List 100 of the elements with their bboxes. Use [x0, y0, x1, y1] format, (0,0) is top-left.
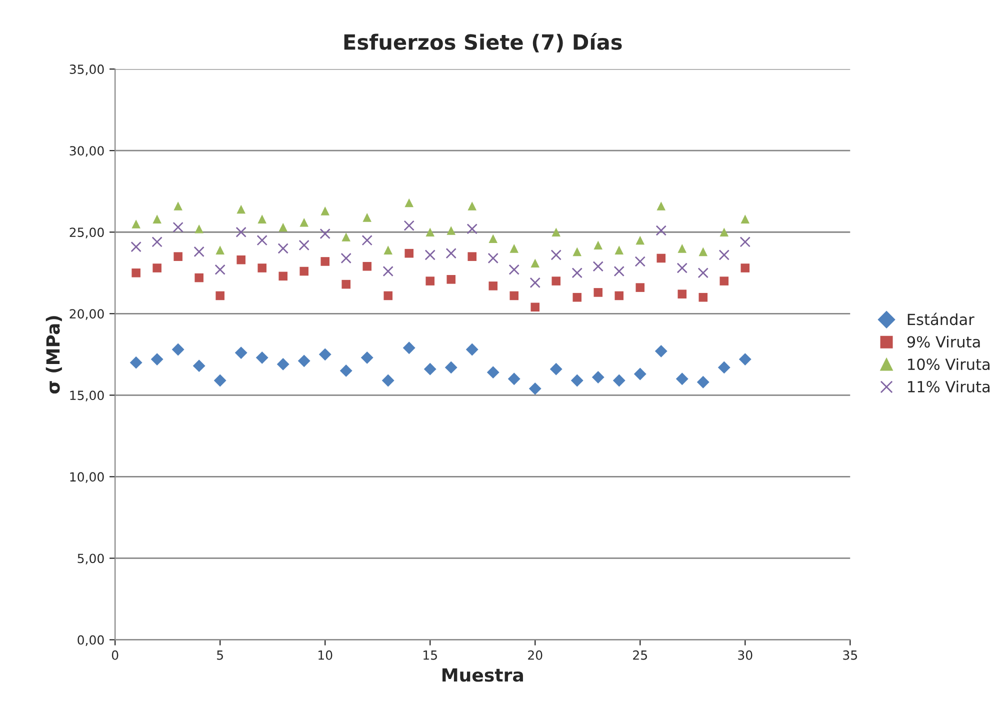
x-tick-label: 20	[528, 650, 542, 660]
point	[698, 247, 708, 256]
point	[382, 266, 394, 277]
point	[718, 361, 730, 374]
point	[150, 353, 164, 366]
point	[740, 236, 750, 248]
y-tick-label: 5,00	[78, 554, 104, 564]
legend-label: 11% Viruta	[908, 380, 990, 392]
point	[234, 346, 248, 359]
point	[612, 374, 626, 387]
point	[404, 248, 414, 258]
point	[276, 358, 290, 370]
point	[236, 255, 246, 264]
point	[676, 372, 688, 386]
point	[720, 228, 729, 237]
point	[572, 268, 582, 278]
point	[488, 252, 498, 264]
point	[360, 351, 374, 364]
point	[528, 382, 542, 395]
point	[362, 234, 372, 246]
point	[256, 351, 268, 364]
point	[634, 256, 646, 267]
point	[194, 224, 204, 234]
point	[174, 202, 182, 210]
point	[468, 252, 476, 261]
point	[152, 264, 162, 272]
point	[132, 268, 140, 278]
point	[256, 234, 268, 246]
point	[404, 220, 414, 231]
point	[318, 348, 332, 361]
point	[444, 361, 458, 374]
point	[614, 246, 624, 254]
point	[152, 214, 162, 224]
point	[656, 225, 666, 236]
point	[508, 264, 520, 275]
point	[466, 224, 478, 234]
point	[592, 261, 604, 272]
point	[404, 198, 414, 208]
point	[424, 250, 436, 260]
x-tick-label: 15	[424, 650, 437, 660]
point	[152, 236, 162, 248]
point	[214, 374, 226, 387]
point	[696, 376, 710, 388]
point	[592, 371, 604, 384]
point	[718, 250, 730, 260]
point	[570, 374, 584, 387]
y-tick-label: 25,00	[70, 228, 104, 238]
point	[342, 232, 350, 242]
point	[446, 226, 456, 235]
point	[130, 241, 142, 252]
point	[530, 277, 540, 288]
y-tick-label: 20,00	[70, 309, 104, 320]
point	[698, 292, 708, 302]
point	[236, 204, 246, 214]
point	[258, 264, 266, 272]
point	[382, 374, 394, 387]
point	[340, 252, 352, 264]
point	[720, 276, 729, 286]
point	[258, 214, 266, 224]
point	[636, 283, 645, 292]
point	[424, 362, 436, 376]
point	[698, 268, 708, 278]
point	[278, 272, 288, 281]
x-tick-label: 35	[843, 650, 858, 660]
point	[446, 248, 456, 259]
point	[634, 368, 646, 380]
y-tick-label: 30,00	[70, 146, 104, 157]
point	[362, 213, 372, 222]
point	[192, 360, 206, 372]
x-tick-label: 25	[633, 650, 647, 660]
point	[552, 276, 561, 286]
point	[172, 222, 184, 233]
point	[342, 280, 350, 289]
point	[486, 366, 500, 379]
point	[738, 353, 752, 366]
point	[130, 356, 142, 369]
point	[508, 372, 520, 386]
point	[656, 202, 666, 210]
point	[446, 275, 456, 284]
point	[300, 266, 308, 276]
point	[552, 228, 561, 237]
point	[426, 228, 434, 237]
y-axis-title: σ (MPa)	[46, 316, 62, 394]
point	[488, 282, 498, 290]
point	[740, 264, 750, 272]
x-tick-label: 0	[112, 650, 118, 660]
point	[614, 291, 624, 300]
point	[362, 262, 372, 271]
point	[320, 206, 330, 216]
point	[194, 273, 204, 282]
x-tick-label: 5	[217, 650, 223, 660]
point	[510, 291, 519, 300]
point	[594, 240, 603, 250]
point	[216, 291, 224, 300]
point	[426, 276, 434, 286]
point	[572, 247, 582, 256]
point	[656, 254, 666, 263]
point	[340, 364, 352, 377]
y-tick-label: 10,00	[70, 472, 104, 483]
point	[550, 250, 562, 260]
